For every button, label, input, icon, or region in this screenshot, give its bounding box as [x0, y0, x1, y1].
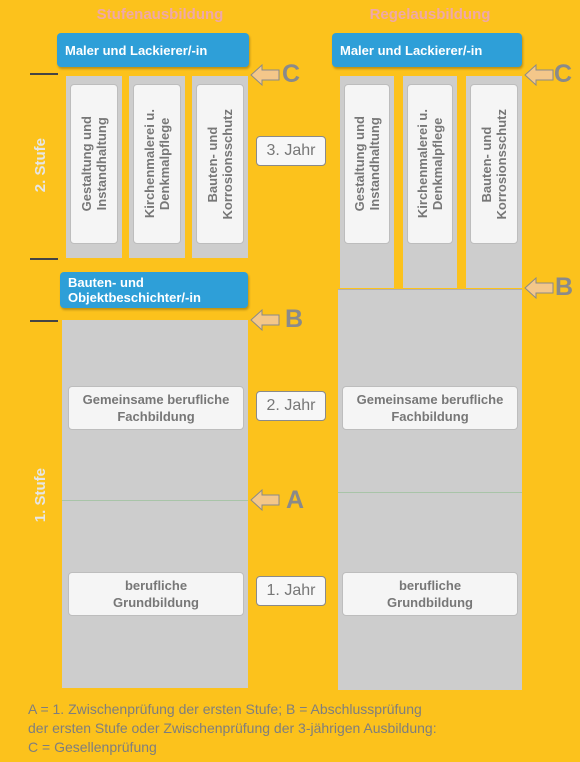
arrow-left-a-icon: [250, 489, 280, 511]
stage-tick-top: [30, 73, 58, 75]
stage-label-second: 2. Stufe: [32, 138, 49, 193]
right-spec-korrosionsschutz-line2: Korrosionsschutz: [494, 108, 509, 220]
stage-tick-lower: [30, 320, 58, 322]
marker-right-b: B: [555, 273, 574, 301]
marker-left-a: A: [286, 486, 305, 514]
left-spec-kirchenmalerei: Kirchenmalerei u. Denkmalpflege: [133, 84, 181, 244]
year-second-label: 2. Jahr: [266, 397, 316, 414]
stage-tick-middle: [30, 258, 58, 260]
year-first-box: 1. Jahr: [256, 576, 326, 606]
year-third-label: 3. Jahr: [266, 142, 316, 159]
legend-line-3: C = Gesellenprüfung: [28, 739, 157, 755]
right-spec-korrosionsschutz-line1: Bauten- und: [479, 126, 494, 202]
left-bauten-line1: Bauten- und: [68, 275, 144, 290]
left-grund-line1: berufliche: [124, 578, 188, 593]
left-bauten-box: Bauten- und Objektbeschichter/-in: [60, 272, 248, 308]
marker-right-c: C: [554, 60, 573, 88]
arrow-right-b-icon: [524, 277, 554, 299]
right-maler-box: Maler und Lackierer/-in: [332, 33, 522, 67]
left-spec-gestaltung-line2: Instandhaltung: [94, 117, 109, 211]
left-maler-label: Maler und Lackierer/-in: [65, 42, 208, 58]
right-gemeinsam-line1: Gemeinsame berufliche: [356, 392, 504, 407]
left-spec-gestaltung: Gestaltung und Instandhaltung: [70, 84, 118, 244]
marker-left-c: C: [282, 60, 301, 88]
year-third-box: 3. Jahr: [256, 136, 326, 166]
left-gemeinsam-line1: Gemeinsame berufliche: [82, 392, 230, 407]
left-spec-korrosionsschutz: Bauten- und Korrosionsschutz: [196, 84, 244, 244]
heading-stufenausbildung: Stufenausbildung: [96, 6, 224, 23]
left-maler-box: Maler und Lackierer/-in: [57, 33, 249, 67]
left-grund-box: berufliche Grundbildung: [68, 572, 244, 616]
left-spec-kirchenmalerei-line1: Kirchenmalerei u.: [142, 109, 157, 219]
left-gemeinsam-line2: Fachbildung: [117, 409, 195, 424]
right-spec-gestaltung-line1: Gestaltung und: [352, 116, 367, 212]
right-gemeinsam-line2: Fachbildung: [391, 409, 469, 424]
left-bauten-line2: Objektbeschichter/-in: [68, 290, 201, 305]
year-first-label: 1. Jahr: [266, 582, 316, 599]
arrow-right-c-icon: [524, 64, 554, 86]
right-spec-kirchenmalerei: Kirchenmalerei u. Denkmalpflege: [407, 84, 453, 244]
marker-left-b: B: [285, 305, 304, 333]
arrow-left-c-icon: [250, 64, 280, 86]
right-grund-line2: Grundbildung: [387, 595, 473, 610]
left-spec-gestaltung-line1: Gestaltung und: [79, 116, 94, 212]
legend-line-1: A = 1. Zwischenprüfung der ersten Stufe;…: [28, 701, 422, 717]
right-spec-gestaltung-line2: Instandhaltung: [367, 117, 382, 211]
left-spec-korrosionsschutz-line1: Bauten- und: [205, 126, 220, 202]
right-maler-label: Maler und Lackierer/-in: [340, 42, 483, 58]
right-b-divider: [338, 289, 522, 290]
left-a-divider: [62, 500, 248, 501]
right-gemeinsam-box: Gemeinsame berufliche Fachbildung: [342, 386, 518, 430]
stage-label-first: 1. Stufe: [32, 468, 49, 523]
left-spec-korrosionsschutz-line2: Korrosionsschutz: [220, 108, 235, 220]
legend: A = 1. Zwischenprüfung der ersten Stufe;…: [28, 700, 568, 757]
left-spec-kirchenmalerei-line2: Denkmalpflege: [157, 117, 172, 211]
arrow-left-b-icon: [250, 309, 280, 331]
right-spec-gestaltung: Gestaltung und Instandhaltung: [344, 84, 390, 244]
right-spec-kirchenmalerei-line1: Kirchenmalerei u.: [415, 109, 430, 219]
left-grund-line2: Grundbildung: [113, 595, 199, 610]
right-common-block: [338, 289, 522, 690]
heading-regelausbildung: Regelausbildung: [369, 6, 491, 23]
year-second-box: 2. Jahr: [256, 391, 326, 421]
right-spec-kirchenmalerei-line2: Denkmalpflege: [430, 117, 445, 211]
left-gemeinsam-box: Gemeinsame berufliche Fachbildung: [68, 386, 244, 430]
right-grund-line1: berufliche: [398, 578, 462, 593]
left-first-stage-block: [62, 320, 248, 688]
right-grund-box: berufliche Grundbildung: [342, 572, 518, 616]
right-spec-korrosionsschutz: Bauten- und Korrosionsschutz: [470, 84, 518, 244]
right-a-divider: [338, 492, 522, 493]
legend-line-2: der ersten Stufe oder Zwischenprüfung de…: [28, 720, 437, 736]
